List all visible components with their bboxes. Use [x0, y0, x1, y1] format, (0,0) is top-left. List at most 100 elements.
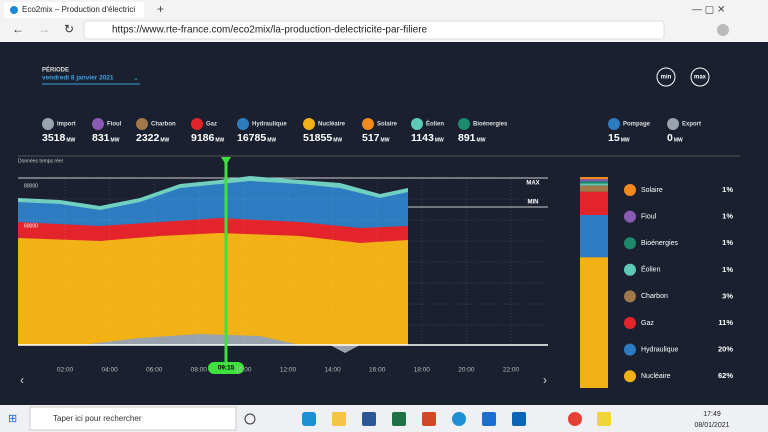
- clock-date: 08/01/2021: [694, 422, 729, 429]
- breakdown-share: 3%: [722, 291, 733, 300]
- source-icon: [458, 118, 470, 130]
- source-unit: MW: [267, 137, 276, 143]
- search-text: Taper ici pour rechercher: [53, 414, 142, 423]
- clock-time: 17:49: [703, 411, 721, 418]
- profile[interactable]: [717, 24, 729, 36]
- y-label: 60000: [24, 223, 38, 229]
- source-name: Gaz: [206, 122, 217, 128]
- source-icon: [136, 118, 148, 130]
- source-icon: [92, 118, 104, 130]
- source-name: Pompage: [623, 122, 651, 128]
- breakdown-name: Gaz: [641, 320, 654, 327]
- window-buttons[interactable]: — ▢ ✕: [692, 5, 725, 16]
- app-chrome[interactable]: [568, 412, 582, 426]
- source-icon: [411, 118, 423, 130]
- app-other[interactable]: [597, 412, 611, 426]
- x-label: 06:00: [146, 367, 163, 374]
- app-powerpoint[interactable]: [422, 412, 436, 426]
- new-tab[interactable]: +: [157, 2, 164, 16]
- breakdown-segment: [580, 183, 608, 186]
- source-icon: [608, 118, 620, 130]
- breakdown-icon: [624, 237, 636, 250]
- app-word[interactable]: [362, 412, 376, 426]
- wind-area: [18, 176, 408, 210]
- back-button[interactable]: ←: [12, 22, 24, 36]
- x-label: 16:00: [369, 367, 386, 374]
- tab-title: Eco2mix – Production d'électrici: [22, 5, 135, 14]
- min-label: MIN: [528, 200, 539, 206]
- breakdown-name: Solaire: [641, 187, 663, 194]
- breakdown-name: Nucléaire: [641, 373, 671, 380]
- source-unit: MW: [381, 137, 390, 143]
- source-unit: MW: [111, 137, 120, 143]
- favicon: [10, 6, 18, 14]
- breakdown-share: 1%: [722, 265, 733, 274]
- source-name: Solaire: [377, 122, 398, 128]
- app-outlook[interactable]: [512, 412, 526, 426]
- source-value: 51855: [303, 132, 332, 144]
- source-icon: [667, 118, 679, 130]
- address-bar[interactable]: [83, 20, 665, 40]
- app-excel[interactable]: [392, 412, 406, 426]
- breakdown-name: Fioul: [641, 213, 657, 220]
- breakdown-segment: [580, 185, 608, 192]
- max-button[interactable]: max: [694, 75, 707, 81]
- breakdown-segment: [580, 179, 608, 182]
- refresh-button[interactable]: ↻: [64, 22, 74, 36]
- breakdown-share: 62%: [718, 371, 733, 380]
- breakdown-icon: [624, 343, 636, 356]
- nuclear-area: [18, 233, 408, 345]
- source-icon: [42, 118, 54, 130]
- source-name: Bioénergies: [473, 122, 508, 128]
- source-name: Export: [682, 122, 701, 128]
- source-value: 517: [362, 132, 380, 144]
- next-arrow[interactable]: ›: [543, 373, 547, 387]
- date-select[interactable]: vendredi 8 janvier 2021: [42, 75, 114, 82]
- app-skype[interactable]: [452, 412, 466, 426]
- source-unit: MW: [333, 137, 342, 143]
- source-value: 1143: [411, 132, 434, 144]
- source-name: Import: [57, 122, 76, 128]
- source-value: 0: [667, 132, 673, 144]
- breakdown-segment: [580, 181, 608, 184]
- x-label: 14:00: [324, 367, 341, 374]
- x-label: 02:00: [57, 367, 74, 374]
- periode-label: PÉRIODE: [42, 66, 69, 74]
- breakdown-share: 1%: [722, 212, 733, 221]
- source-unit: MW: [674, 137, 683, 143]
- chart-plot: [18, 176, 548, 353]
- breakdown-icon: [624, 317, 636, 329]
- cursor-handle[interactable]: [221, 157, 231, 165]
- forward-button[interactable]: →: [38, 22, 50, 36]
- breakdown-icon: [624, 184, 636, 196]
- x-label: 04:00: [101, 367, 118, 374]
- source-name: Éolien: [426, 120, 444, 128]
- source-value: 16785: [237, 132, 266, 144]
- x-label: 18:00: [414, 367, 431, 374]
- search-box[interactable]: [29, 406, 237, 431]
- breakdown-share: 1%: [722, 185, 733, 194]
- source-value: 2322: [136, 132, 160, 144]
- export-area: [330, 345, 360, 353]
- start-button[interactable]: ⊞: [8, 413, 17, 425]
- breakdown-icon: [624, 210, 636, 223]
- breakdown-share: 20%: [718, 345, 733, 354]
- breakdown-name: Bioénergies: [641, 240, 678, 247]
- min-button-ring[interactable]: [656, 67, 676, 87]
- breakdown-segment: [580, 214, 608, 258]
- cursor-pill[interactable]: [208, 362, 244, 374]
- task-view[interactable]: [244, 413, 256, 425]
- x-label: 20:00: [458, 367, 475, 374]
- app-mail[interactable]: [482, 412, 496, 426]
- import-area: [80, 334, 300, 345]
- max-button-ring[interactable]: [690, 67, 710, 87]
- min-button[interactable]: min: [661, 75, 672, 81]
- source-icon: [303, 118, 315, 130]
- max-label: MAX: [526, 181, 539, 187]
- app-explorer[interactable]: [332, 412, 346, 426]
- tab[interactable]: [4, 2, 144, 18]
- breakdown-icon: [624, 370, 636, 383]
- prev-arrow[interactable]: ‹: [20, 373, 24, 387]
- app-edge[interactable]: [302, 412, 316, 426]
